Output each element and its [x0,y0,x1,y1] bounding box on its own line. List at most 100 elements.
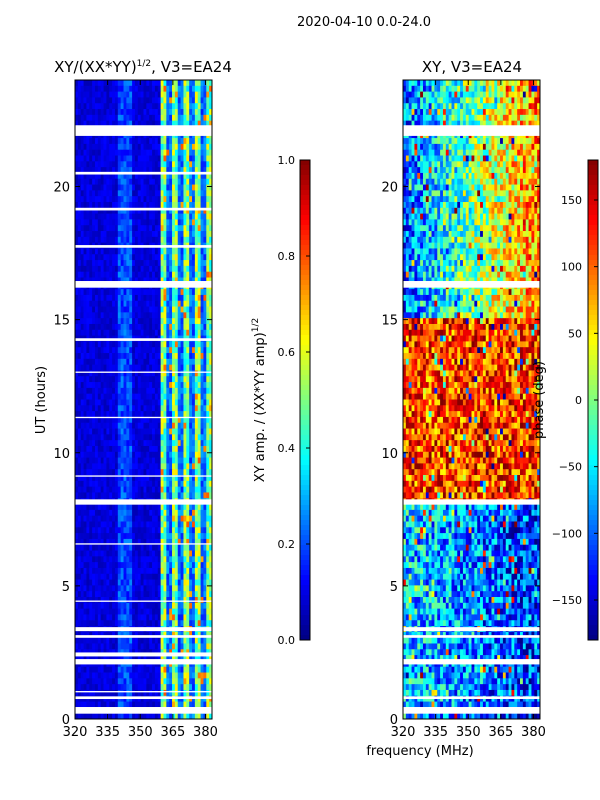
amplitude-cell [149,637,153,644]
amplitude-cell [106,492,110,499]
amplitude-cell [103,504,107,511]
amplitude-cell [112,515,116,522]
amplitude-cell [97,190,102,197]
amplitude-cell [77,167,82,174]
amplitude-cell [192,318,196,325]
amplitude-cell [132,643,136,650]
amplitude-cell [143,550,147,557]
amplitude-cell [194,521,199,528]
amplitude-cell [94,85,99,93]
amplitude-cell [109,184,113,191]
amplitude-cell [94,643,99,650]
amplitude-cell [192,370,196,377]
amplitude-cell [189,236,193,244]
amplitude-cell [160,161,164,168]
amplitude-cell [163,480,167,488]
amplitude-cell [123,405,127,412]
amplitude-cell [117,271,122,278]
amplitude-cell [194,149,199,156]
amplitude-cell [152,597,156,604]
amplitude-cell [97,143,102,151]
amplitude-cell [203,597,207,604]
amplitude-cell [180,544,184,551]
amplitude-cell [152,167,156,174]
amplitude-cell [189,521,193,528]
amplitude-cell [86,550,90,557]
amplitude-cell [92,434,96,441]
amplitude-cell [186,114,190,122]
amplitude-cell [83,480,87,488]
amplitude-cell [180,370,184,377]
amplitude-cell [154,451,159,458]
amplitude-cell [132,492,136,499]
amplitude-cell [206,103,210,110]
amplitude-cell [206,649,210,656]
amplitude-cell [80,411,84,418]
amplitude-cell [89,231,93,238]
amplitude-cell [200,312,204,319]
amplitude-cell [149,567,153,575]
amplitude-cell [186,358,190,366]
amplitude-cell [163,637,167,644]
amplitude-cell [209,463,212,470]
amplitude-cell [186,219,190,226]
amplitude-cell [114,509,119,517]
amplitude-cell [180,556,184,563]
amplitude-cell [109,597,113,604]
amplitude-cell [200,573,204,580]
amplitude-cell [129,504,133,511]
amplitude-cell [75,573,79,580]
amplitude-cell [132,527,136,534]
amplitude-cell [86,509,90,517]
amplitude-cell [103,103,107,110]
amplitude-cell [109,655,113,662]
amplitude-cell [157,167,162,174]
amplitude-cell [137,451,142,458]
amplitude-cell [143,631,147,639]
amplitude-cell [186,573,190,580]
amplitude-cell [160,492,164,499]
amplitude-cell [112,405,116,412]
amplitude-cell [203,91,207,98]
amplitude-cell [203,300,207,307]
amplitude-cell [97,277,102,284]
amplitude-cell [106,370,110,377]
amplitude-cell [200,114,204,122]
amplitude-cell [92,225,96,232]
amplitude-cell [117,544,122,551]
amplitude-cell [154,167,159,174]
amplitude-cell [194,382,199,389]
amplitude-cell [86,556,90,563]
amplitude-cell [146,411,150,418]
amplitude-cell [177,201,181,209]
amplitude-cell [152,260,156,267]
amplitude-cell [169,475,173,482]
amplitude-cell [149,416,153,424]
amplitude-cell [100,562,104,569]
amplitude-cell [146,341,150,348]
amplitude-cell [157,469,162,476]
amplitude-cell [77,550,82,557]
amplitude-cell [140,631,144,639]
amplitude-cell [103,515,107,522]
amplitude-cell [169,643,173,650]
amplitude-cell [75,312,79,319]
amplitude-cell [183,155,187,162]
amplitude-cell [114,445,119,453]
amplitude-cell [186,533,190,540]
amplitude-cell [203,416,207,424]
amplitude-cell [89,469,93,476]
amplitude-cell [97,85,102,93]
amplitude-cell [192,428,196,435]
amplitude-cell [126,666,130,673]
amplitude-cell [143,504,147,511]
amplitude-cell [126,236,130,244]
amplitude-cell [86,201,90,209]
amplitude-cell [197,475,201,482]
amplitude-cell [174,387,179,395]
amplitude-cell [206,387,210,395]
amplitude-cell [129,143,133,151]
amplitude-cell [206,509,210,517]
amplitude-cell [154,463,159,470]
amplitude-cell [120,138,124,145]
